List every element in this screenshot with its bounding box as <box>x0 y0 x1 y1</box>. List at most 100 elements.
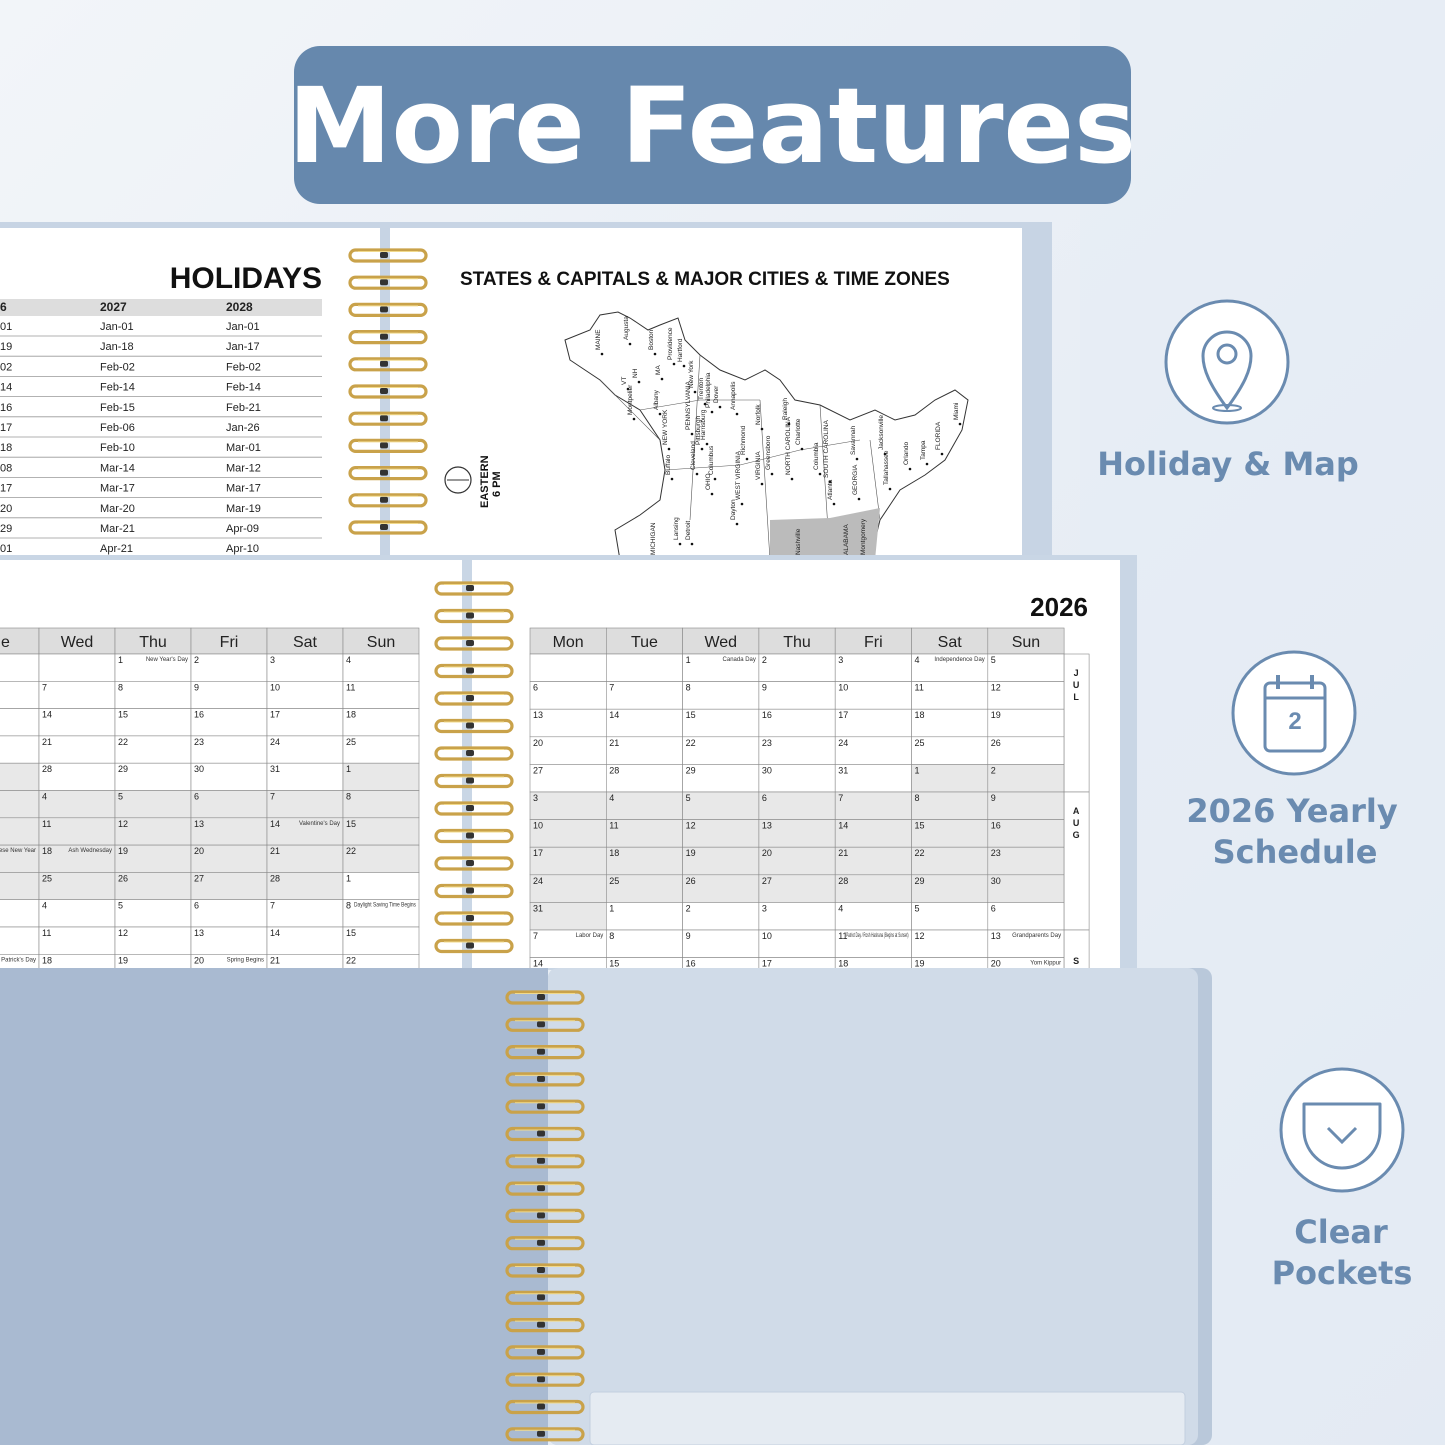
map-dot <box>818 472 822 476</box>
day-cell <box>529 791 607 820</box>
coil <box>348 411 428 426</box>
day-number: 8 <box>346 792 351 802</box>
day-number: 27 <box>533 765 543 775</box>
coil <box>505 1099 585 1114</box>
map-label: Montgomery <box>860 518 867 555</box>
day-cell <box>0 899 40 928</box>
day-cell <box>114 653 192 682</box>
coil <box>434 773 514 789</box>
map-label: Buffalo <box>665 454 672 475</box>
day-number: 30 <box>991 876 1001 886</box>
coil <box>434 856 514 871</box>
day-cell <box>682 791 760 820</box>
zone-time: 6 PM <box>491 471 503 497</box>
day-cell <box>605 846 683 876</box>
map-dot <box>718 405 722 409</box>
zone-marker <box>444 466 472 494</box>
coil-hole <box>537 1348 545 1355</box>
holidays-cell: Feb-15 <box>100 402 135 414</box>
coil <box>505 1072 585 1087</box>
map-dot <box>760 427 764 431</box>
holidays-cell: Mar-01 <box>226 442 261 454</box>
holidays-header-bar <box>0 299 322 316</box>
holidays-cell: Jan-18 <box>100 341 134 353</box>
coil <box>348 248 428 263</box>
time-zone-shade <box>770 508 880 558</box>
map-dot <box>678 542 682 546</box>
day-number: 23 <box>762 738 772 748</box>
map-label: SOUTH CAROLINA <box>823 420 830 478</box>
weekday: Wed <box>61 634 94 651</box>
day-number: 27 <box>762 876 772 886</box>
map-label: ALABAMA <box>843 524 850 555</box>
day-number: 21 <box>270 846 280 856</box>
coil <box>434 801 514 816</box>
day-cell <box>0 653 40 682</box>
map-dot <box>690 432 694 436</box>
day-cell <box>987 708 1065 738</box>
coil <box>505 1345 585 1360</box>
zone-name: EASTERN <box>479 455 491 508</box>
day-number: 20 <box>533 738 543 748</box>
coil-hole <box>466 612 474 619</box>
map-label: New York <box>688 360 695 388</box>
day-number: 7 <box>609 683 614 693</box>
day-cell <box>0 762 40 791</box>
map-label: MICHIGAN <box>650 522 657 555</box>
day-number: 29 <box>118 764 128 774</box>
holidays-cell: Feb-14 <box>100 382 135 394</box>
day-number: 9 <box>686 931 691 941</box>
map-label: Charlotte <box>795 418 802 445</box>
day-number: 16 <box>762 710 772 720</box>
holidays-cell: 16 <box>0 402 12 414</box>
day-number: 8 <box>915 793 920 803</box>
holidays-title: HOLIDAYS <box>170 262 322 295</box>
map-dot <box>745 457 749 461</box>
day-cell <box>266 680 344 709</box>
holidays-cell: 29 <box>0 523 12 535</box>
day-cell <box>190 653 268 682</box>
map-dot <box>958 422 962 426</box>
day-cell <box>758 791 836 820</box>
coil <box>505 1263 585 1278</box>
coil <box>434 663 514 679</box>
holidays-header: 2027 <box>100 300 127 314</box>
coil-hole <box>380 333 388 340</box>
map-dot <box>703 402 707 406</box>
coil-hole <box>380 360 388 367</box>
day-cell <box>605 929 683 958</box>
day-cell <box>190 872 268 901</box>
map-dot <box>735 522 739 526</box>
feature-label: Clear <box>1294 1213 1388 1251</box>
coil <box>348 384 428 399</box>
day-number: 28 <box>42 764 52 774</box>
day-number: 21 <box>42 737 52 747</box>
day-number: 30 <box>194 764 204 774</box>
day-cell <box>190 790 268 819</box>
day-number: 13 <box>991 931 1001 941</box>
day-number: 10 <box>533 821 543 831</box>
day-number: 15 <box>118 710 128 720</box>
day-cell <box>682 819 760 848</box>
coil-hole <box>537 1294 545 1301</box>
coil-hole <box>466 585 474 591</box>
day-cell <box>342 926 420 955</box>
day-number: 19 <box>118 846 128 856</box>
feature-pockets: Clear Pockets <box>1272 1067 1412 1292</box>
day-cell <box>758 764 836 793</box>
day-cell <box>911 791 989 820</box>
coil <box>348 438 428 453</box>
coil-hole <box>466 805 474 811</box>
pocket-icon <box>1302 1102 1382 1170</box>
map-dot <box>693 390 697 394</box>
weekday: Wed <box>704 634 737 651</box>
holidays-cell: Feb-02 <box>226 361 261 373</box>
coil-hole <box>466 777 474 784</box>
day-note: Spring Begins <box>227 957 264 963</box>
map-label: NORTH CAROLINA <box>785 416 792 475</box>
calendar-year: 2026 <box>1030 592 1088 622</box>
day-number: 31 <box>270 764 280 774</box>
day-cell <box>266 926 344 955</box>
day-cell <box>342 953 420 968</box>
day-number: 21 <box>270 955 280 965</box>
